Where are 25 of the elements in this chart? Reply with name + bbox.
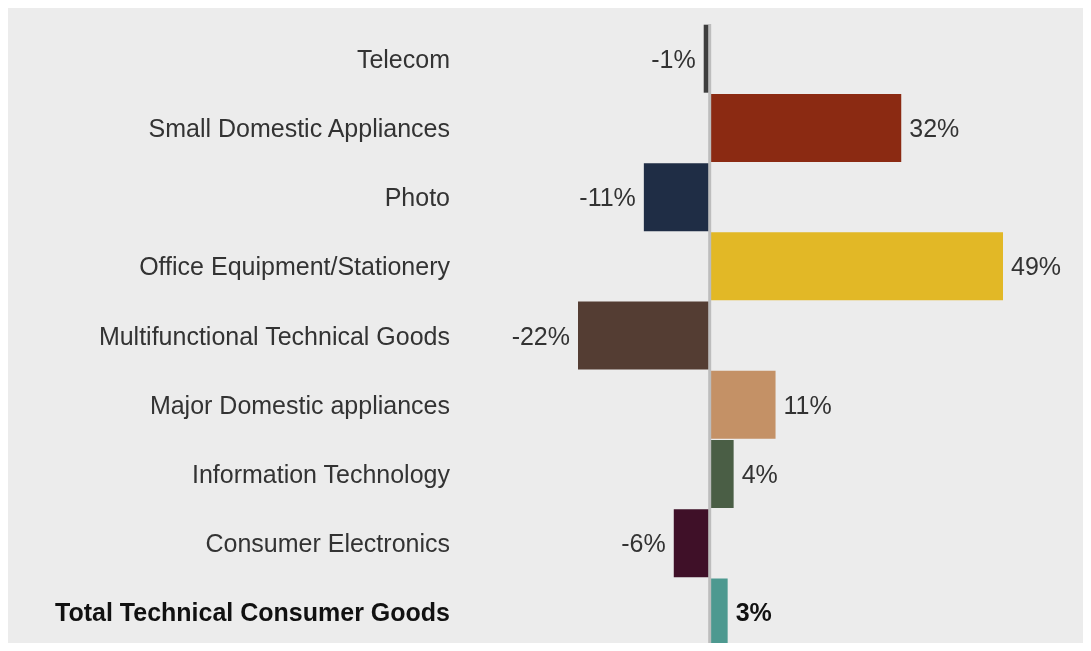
bar [578,301,710,370]
bar [709,232,1003,301]
bar [643,163,710,232]
y-tick-label: Multifunctional Technical Goods [98,321,450,350]
bar [709,370,776,439]
bar [709,440,734,509]
data-label: 3% [735,598,772,627]
data-label: 4% [741,460,778,489]
y-tick-label: Office Equipment/Stationery [139,252,451,281]
data-label: -22% [511,321,570,350]
data-label: -1% [651,44,696,73]
data-label: 32% [909,113,960,142]
y-tick-label: Small Domestic Appliances [148,113,450,142]
data-label: 49% [1011,252,1062,281]
bar [709,93,902,162]
y-tick-label: Consumer Electronics [205,529,450,558]
y-tick-label: Major Domestic appliances [149,390,450,419]
y-tick-label: Information Technology [191,459,451,488]
y-tick-label: Photo [384,183,450,212]
data-label: -6% [621,529,666,558]
y-tick-label: Total Technical Consumer Goods [55,598,450,627]
bar [673,509,710,578]
data-label: 11% [783,390,832,419]
data-label: -11% [579,183,636,212]
y-tick-label: Telecom [356,44,450,73]
